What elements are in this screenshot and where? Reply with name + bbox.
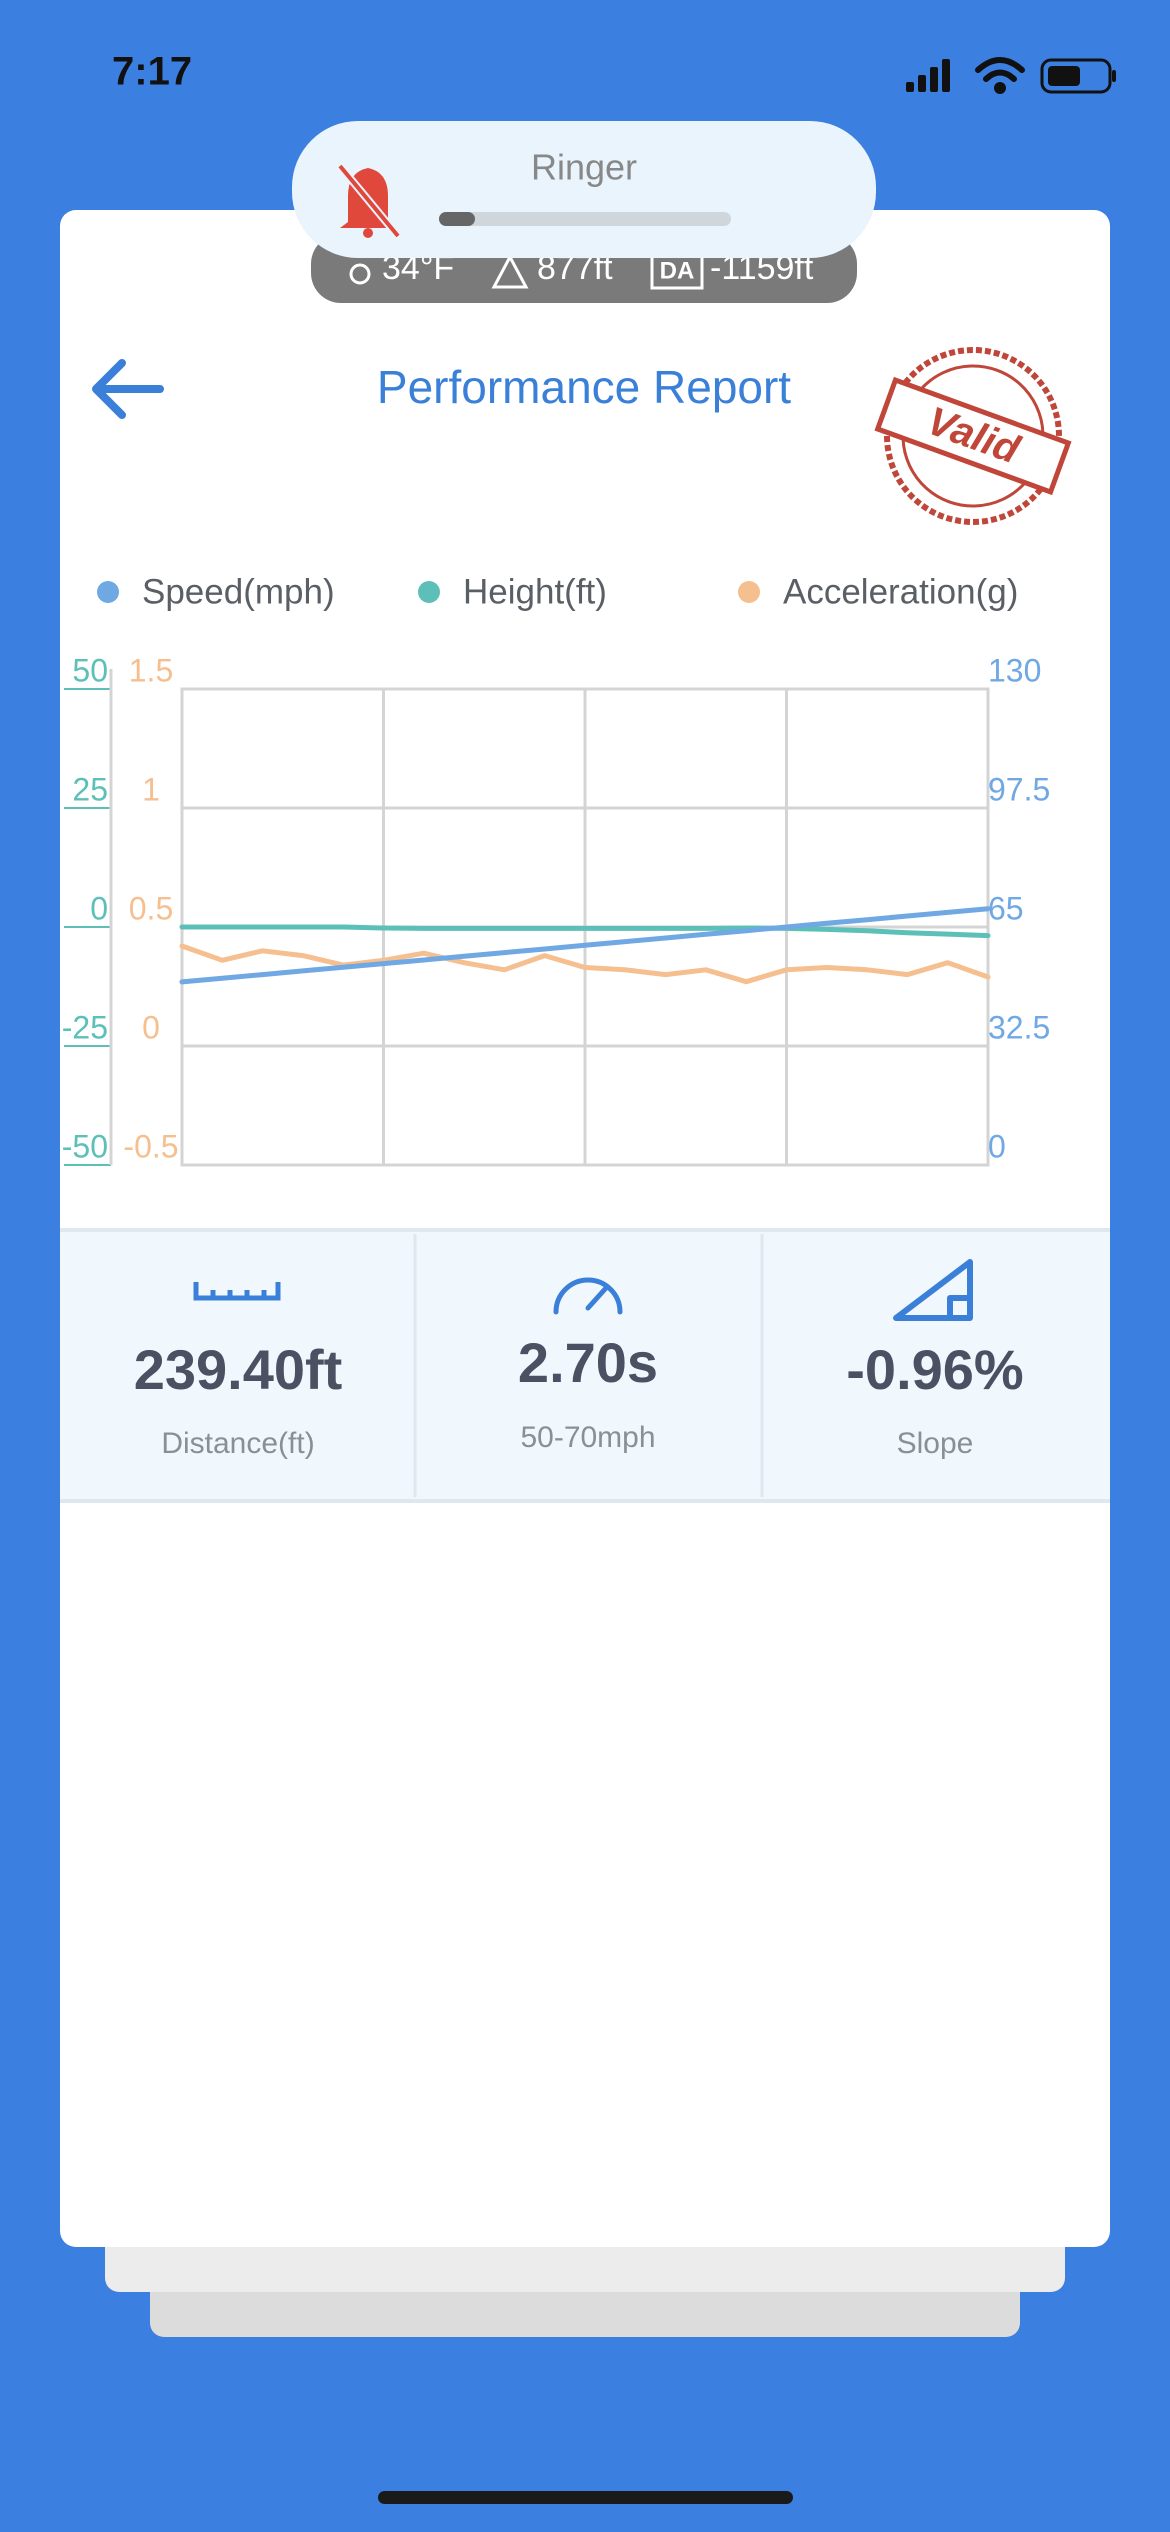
battery-icon bbox=[1040, 58, 1116, 94]
stat-label: Slope bbox=[897, 1427, 974, 1460]
y3-tick-label: 0.5 bbox=[129, 890, 173, 926]
series-line bbox=[179, 943, 991, 985]
ringer-pill bbox=[292, 121, 876, 258]
ringer-label: Ringer bbox=[531, 147, 637, 188]
signal-icon bbox=[906, 59, 950, 92]
legend-marker bbox=[97, 581, 119, 603]
legend-marker bbox=[418, 581, 440, 603]
thermometer-icon bbox=[349, 263, 371, 285]
y3-tick-label: 1.5 bbox=[129, 652, 173, 688]
back-button[interactable] bbox=[92, 359, 164, 419]
stat-value: 239.40ft bbox=[134, 1338, 343, 1401]
y-tick-label: -25 bbox=[62, 1009, 108, 1045]
volume-level bbox=[439, 212, 475, 226]
slope-icon bbox=[893, 1259, 973, 1321]
stat-label: 50-70mph bbox=[520, 1421, 655, 1454]
volume-track bbox=[439, 212, 731, 226]
y3-tick-label: -0.5 bbox=[123, 1128, 178, 1164]
y-tick-label: -50 bbox=[62, 1128, 108, 1164]
legend-label: Acceleration(g) bbox=[783, 572, 1018, 611]
legend-label: Speed(mph) bbox=[142, 572, 335, 611]
y-tick-label: 0 bbox=[90, 890, 108, 926]
y2-tick-label: 130 bbox=[988, 652, 1041, 688]
stats-panel bbox=[60, 1230, 1110, 1501]
y3-tick-label: 1 bbox=[142, 771, 160, 807]
legend-marker bbox=[738, 581, 760, 603]
speedometer-icon bbox=[553, 1277, 623, 1315]
legend-label: Height(ft) bbox=[463, 572, 607, 611]
status-time: 7:17 bbox=[112, 50, 192, 94]
y2-tick-label: 97.5 bbox=[988, 771, 1050, 807]
da-label: DA bbox=[660, 257, 695, 284]
y3-tick-label: 0 bbox=[142, 1009, 160, 1045]
ruler-icon bbox=[193, 1282, 281, 1301]
y-tick-label: 25 bbox=[72, 771, 108, 807]
altitude-icon bbox=[491, 253, 529, 289]
stat-label: Distance(ft) bbox=[161, 1427, 314, 1460]
home-indicator bbox=[378, 2491, 793, 2504]
bell-muted-icon bbox=[336, 163, 402, 239]
stat-value: -0.96% bbox=[846, 1338, 1023, 1401]
y-tick-label: 50 bbox=[72, 652, 108, 688]
series-line bbox=[179, 906, 991, 985]
page-title: Performance Report bbox=[377, 361, 791, 413]
wifi-icon bbox=[975, 57, 1025, 94]
series-line bbox=[179, 924, 991, 939]
y2-tick-label: 0 bbox=[988, 1128, 1006, 1164]
y2-tick-label: 65 bbox=[988, 890, 1024, 926]
y2-tick-label: 32.5 bbox=[988, 1009, 1050, 1045]
stat-value: 2.70s bbox=[518, 1331, 658, 1394]
